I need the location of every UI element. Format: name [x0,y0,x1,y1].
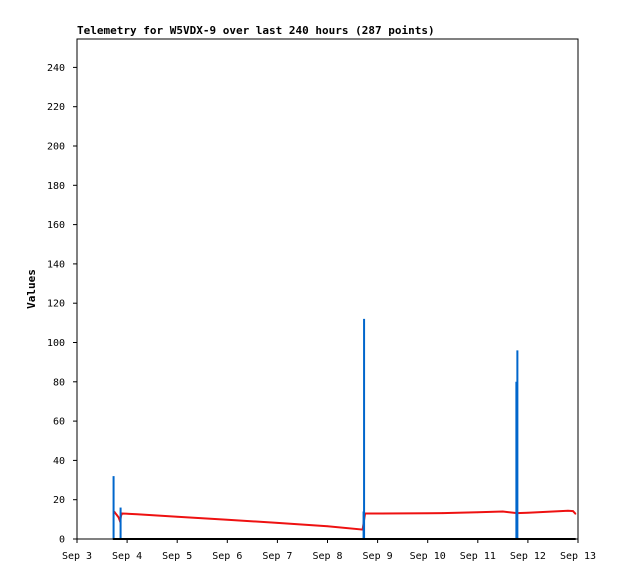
data-point [116,514,118,517]
y-tick-label: 120 [47,299,65,310]
x-tick-label: Sep 4 [112,551,142,562]
y-tick-label: 60 [53,417,65,428]
y-tick-label: 80 [53,377,65,388]
data-point [572,510,574,512]
data-point [441,512,444,514]
y-tick-label: 200 [47,142,65,153]
series-2 [112,538,577,540]
x-tick-label: Sep 13 [560,551,596,562]
series-line [113,509,577,531]
series-layer [112,318,577,540]
data-point [136,513,138,516]
y-tick-label: 40 [53,456,65,467]
data-point [114,512,117,515]
data-point [326,525,329,528]
data-point [574,538,577,540]
x-axis: Sep 3 Sep 4 Sep 5 Sep 6 Sep 7 Sep 8 Sep 9 Sep 1… [62,539,596,562]
y-axis-label: Values [25,269,38,309]
data-point [574,513,577,515]
y-axis: 0 20 40 60 80 100 120 140 160 180 200 220 240 [47,63,77,546]
data-point [276,522,279,524]
series-0 [113,509,577,531]
data-point [226,518,229,521]
y-tick-label: 240 [47,63,65,74]
data-point [477,511,479,514]
y-tick-label: 20 [53,495,65,506]
x-tick-label: Sep 12 [510,551,546,562]
data-point [117,516,120,519]
data-point [567,509,569,512]
data-point [502,510,504,513]
data-point [527,511,529,514]
data-point [112,538,114,540]
x-tick-label: Sep 9 [363,551,393,562]
data-point [121,512,123,515]
y-tick-label: 140 [47,259,65,270]
x-tick-label: Sep 6 [212,551,242,562]
y-tick-label: 100 [47,338,65,349]
y-tick-label: 220 [47,102,65,113]
data-point [426,512,429,515]
y-tick-label: 0 [59,535,65,546]
x-tick-label: Sep 11 [460,551,496,562]
x-tick-label: Sep 10 [410,551,446,562]
data-point [376,512,379,515]
x-tick-label: Sep 3 [62,551,92,562]
y-tick-label: 180 [47,181,65,192]
series-1 [112,318,519,539]
x-tick-label: Sep 8 [312,551,342,562]
x-tick-label: Sep 5 [162,551,192,562]
x-tick-label: Sep 7 [262,551,292,562]
data-point [176,515,178,518]
plot-frame [76,38,579,540]
y-tick-label: 160 [47,220,65,231]
chart-title: Telemetry for W5VDX-9 over last 240 hour… [77,24,435,37]
